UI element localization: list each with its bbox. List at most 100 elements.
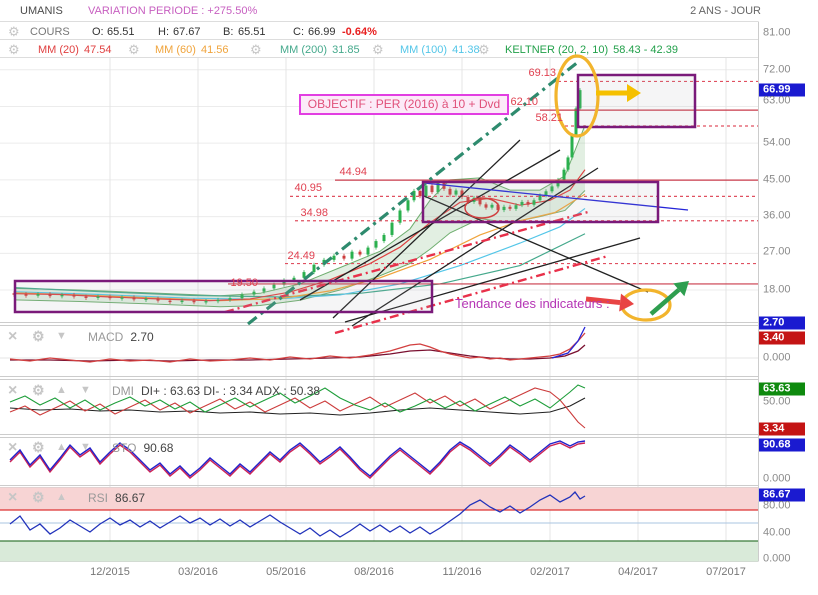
overlay-name: KELTNER (20, 2, 10) xyxy=(505,44,609,56)
gear-icon[interactable]: ⚙ xyxy=(32,439,45,455)
x-tick-label: 11/2016 xyxy=(442,566,482,578)
axis-value-badge: 66.99 xyxy=(759,83,805,97)
close-label: C: xyxy=(293,26,304,38)
down-icon[interactable]: ▼ xyxy=(80,441,91,453)
up-icon[interactable]: ▲ xyxy=(56,384,67,396)
high-label: H: xyxy=(158,26,169,38)
axis-tick-label: 0.000 xyxy=(763,351,791,364)
gear-icon[interactable]: ⚙ xyxy=(128,42,140,57)
overlay-value: 31.85 xyxy=(332,44,360,56)
overlay-name: MM (200) xyxy=(280,44,328,56)
axis-tick-label: 50.00 xyxy=(763,395,791,408)
close-icon[interactable]: × xyxy=(8,489,18,506)
panel-label: RSI xyxy=(88,491,109,505)
down-icon[interactable]: ▼ xyxy=(80,384,91,396)
symbol-name: UMANIS xyxy=(20,5,63,17)
gear-icon[interactable]: ⚙ xyxy=(8,24,20,39)
price-level-label: 19.50 xyxy=(230,276,258,289)
overlay-legend-item: MM (20) 47.54 xyxy=(38,45,111,56)
tendance-annotation: Tendance des indicateurs : xyxy=(455,296,610,311)
price-level-label: 34.98 xyxy=(300,206,328,219)
panel-header: STO 90.68 xyxy=(112,442,173,454)
low-value: 65.51 xyxy=(238,26,266,38)
down-icon[interactable]: ▼ xyxy=(56,330,67,342)
price-level-label: 44.94 xyxy=(339,166,367,179)
panel-value: 90.68 xyxy=(143,441,174,455)
overlay-value: 58.43 - 42.39 xyxy=(613,44,678,56)
axis-tick-label: 81.00 xyxy=(763,26,791,39)
close-icon[interactable]: × xyxy=(8,328,18,345)
panel-value: DI+ : 63.63 DI- : 3.34 ADX : 50.38 xyxy=(141,384,321,398)
overlay-legend-item: MM (200) 31.85 xyxy=(280,45,360,56)
change-percent: -0.64% xyxy=(342,26,377,38)
overlay-legend-item: KELTNER (20, 2, 10) 58.43 - 42.39 xyxy=(505,45,678,56)
up-icon[interactable]: ▲ xyxy=(56,441,67,453)
panel-header: MACD 2.70 xyxy=(88,331,154,343)
gear-icon[interactable]: ⚙ xyxy=(250,42,262,57)
overlay-name: MM (100) xyxy=(400,44,448,56)
price-level-label: 40.95 xyxy=(294,182,322,195)
high-value: 67.67 xyxy=(173,26,201,38)
axis-tick-label: 0.000 xyxy=(763,472,791,485)
axis-value-badge: 3.34 xyxy=(759,422,805,436)
open-value: 65.51 xyxy=(107,26,135,38)
cours-label: COURS xyxy=(30,26,70,38)
variation-period-label: VARIATION PERIODE : +275.50% xyxy=(88,5,258,17)
axis-tick-label: 36.00 xyxy=(763,209,791,222)
axis-tick-label: 54.00 xyxy=(763,136,791,149)
axis-tick-label: 40.00 xyxy=(763,526,791,539)
axis-value-badge: 3.40 xyxy=(759,331,805,345)
objectif-annotation: OBJECTIF : PER (2016) à 10 + Dvd xyxy=(299,94,509,115)
overlay-name: MM (60) xyxy=(155,44,196,56)
gear-icon[interactable]: ⚙ xyxy=(372,42,384,57)
close-value: 66.99 xyxy=(308,26,336,38)
panel-header: DMI DI+ : 63.63 DI- : 3.34 ADX : 50.38 xyxy=(112,385,320,397)
axis-value-badge: 90.68 xyxy=(759,438,805,452)
overlay-legend-item: MM (100) 41.38 xyxy=(400,45,480,56)
axis-tick-label: 0.000 xyxy=(763,552,791,565)
close-icon[interactable]: × xyxy=(8,439,18,456)
gear-icon[interactable]: ⚙ xyxy=(478,42,490,57)
axis-tick-label: 63.00 xyxy=(763,94,791,107)
x-tick-label: 12/2015 xyxy=(90,566,130,578)
axis-value-badge: 2.70 xyxy=(759,316,805,330)
price-level-label: 58.21 xyxy=(535,111,563,124)
timeframe-label: 2 ANS - JOUR xyxy=(690,5,761,17)
x-tick-label: 04/2017 xyxy=(618,566,658,578)
open-label: O: xyxy=(92,26,104,38)
overlay-name: MM (20) xyxy=(38,44,79,56)
x-tick-label: 07/2017 xyxy=(706,566,746,578)
price-level-label: 69.13 xyxy=(528,67,556,80)
close-icon[interactable]: × xyxy=(8,382,18,399)
panel-label: STO xyxy=(112,441,137,455)
axis-tick-label: 80.00 xyxy=(763,499,791,512)
up-icon[interactable]: ▲ xyxy=(56,491,67,503)
panel-value: 2.70 xyxy=(130,330,154,344)
gear-icon[interactable]: ⚙ xyxy=(32,489,45,505)
x-tick-label: 03/2016 xyxy=(178,566,218,578)
overlay-value: 47.54 xyxy=(83,44,112,56)
axis-tick-label: 72.00 xyxy=(763,63,791,76)
overlay-value: 41.56 xyxy=(200,44,229,56)
axis-value-badge: 63.63 xyxy=(759,382,805,396)
x-tick-label: 05/2016 xyxy=(266,566,306,578)
gear-icon[interactable]: ⚙ xyxy=(32,328,45,344)
price-level-label: 62.10 xyxy=(510,96,538,109)
axis-tick-label: 18.00 xyxy=(763,283,791,296)
axis-tick-label: 27.00 xyxy=(763,245,791,258)
panel-value: 86.67 xyxy=(115,491,146,505)
panel-label: DMI xyxy=(112,384,134,398)
gear-icon[interactable]: ⚙ xyxy=(32,382,45,398)
axis-value-badge: 86.67 xyxy=(759,488,805,502)
overlay-legend-item: MM (60) 41.56 xyxy=(155,45,228,56)
gear-icon[interactable]: ⚙ xyxy=(8,42,20,57)
x-tick-label: 08/2016 xyxy=(354,566,394,578)
panel-label: MACD xyxy=(88,330,124,344)
overlay-value: 41.38 xyxy=(452,44,480,56)
x-tick-label: 02/2017 xyxy=(530,566,570,578)
axis-tick-label: 45.00 xyxy=(763,173,791,186)
low-label: B: xyxy=(223,26,234,38)
panel-header: RSI 86.67 xyxy=(88,492,145,504)
